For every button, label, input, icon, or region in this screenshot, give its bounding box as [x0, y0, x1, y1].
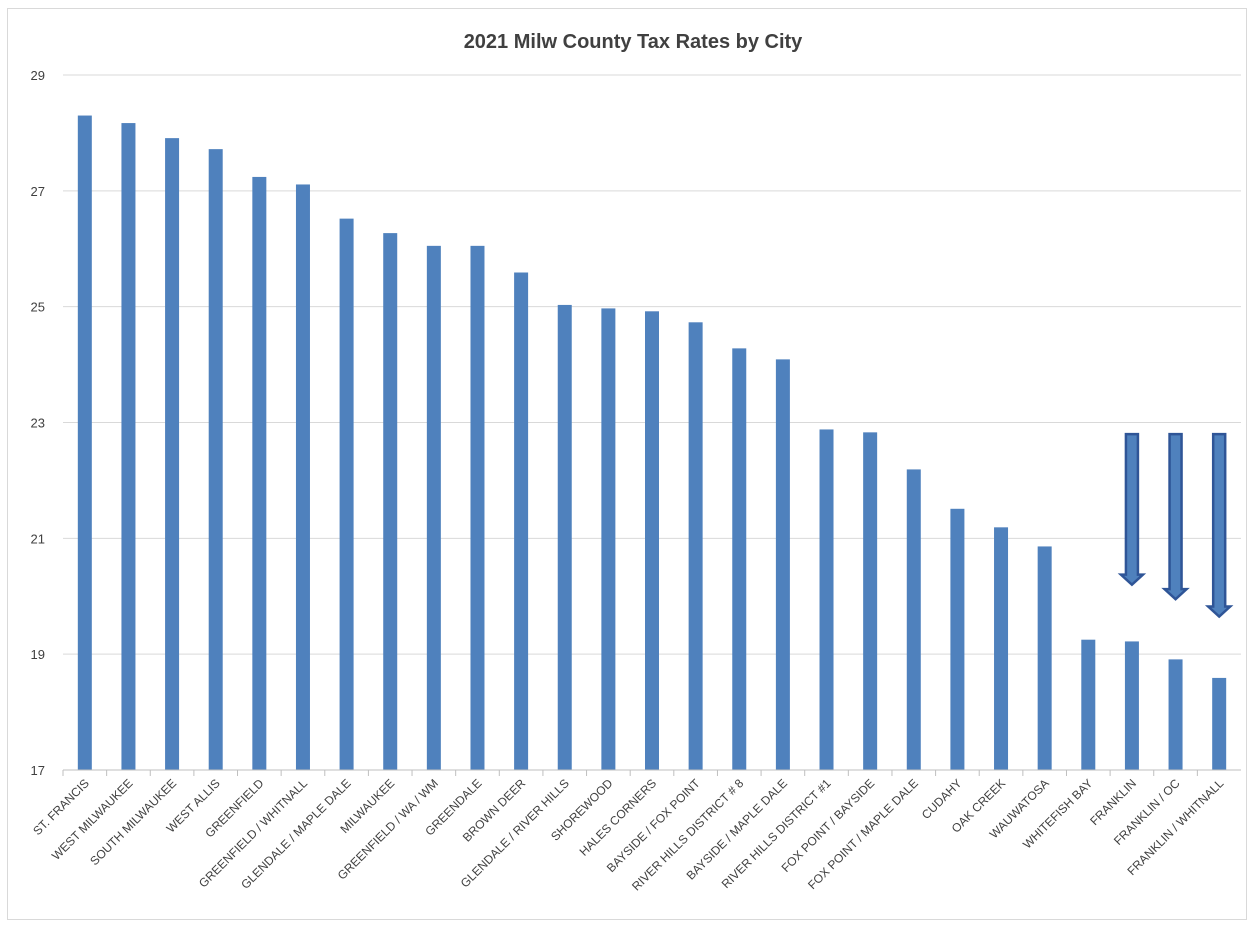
- bar: [470, 245, 485, 770]
- bar: [426, 245, 441, 770]
- bar: [557, 304, 572, 770]
- bar: [165, 138, 180, 771]
- y-tick-label: 19: [31, 647, 45, 662]
- y-tick-label: 21: [31, 531, 45, 546]
- y-tick-label: 23: [31, 416, 45, 431]
- y-axis-tick-labels: 17 19 21 23 25 27 29: [31, 68, 45, 778]
- bar: [950, 508, 965, 770]
- down-arrow-icon: [1204, 432, 1234, 619]
- bar: [208, 149, 223, 771]
- bar: [339, 218, 354, 771]
- x-tick-label: HALES CORNERS: [577, 776, 660, 859]
- bar: [121, 123, 136, 771]
- x-tick-label: SOUTH MILWAUKEE: [87, 776, 179, 868]
- y-tick-label: 29: [31, 68, 45, 83]
- down-arrow-icon: [1161, 432, 1190, 601]
- bar: [77, 115, 92, 770]
- bar: [906, 469, 921, 770]
- down-arrow-icon: [1117, 432, 1147, 587]
- bars: [77, 115, 1227, 771]
- y-tick-label: 25: [31, 300, 45, 315]
- bar: [252, 176, 267, 770]
- y-tick-label: 27: [31, 184, 45, 199]
- bar: [863, 432, 878, 770]
- bar: [1212, 677, 1227, 770]
- bar: [383, 233, 398, 771]
- bar: [819, 429, 834, 770]
- y-tick-label: 17: [31, 763, 45, 778]
- bar: [775, 359, 790, 770]
- bar: [994, 527, 1009, 770]
- bar: [601, 308, 616, 770]
- bar: [1124, 641, 1139, 770]
- bar: [732, 348, 747, 770]
- bar: [1037, 546, 1052, 770]
- bar: [688, 322, 703, 770]
- bar: [1081, 639, 1096, 770]
- x-axis: [62, 769, 1241, 776]
- chart-title: 2021 Milw County Tax Rates by City: [464, 31, 803, 53]
- x-tick-label: WEST MILWAUKEE: [49, 776, 136, 863]
- annotation-arrows: [1117, 432, 1234, 619]
- bar: [1168, 659, 1183, 770]
- x-tick-label: CUDAHY: [919, 776, 965, 822]
- bar: [295, 184, 310, 770]
- bar: [514, 272, 529, 770]
- bar: [645, 311, 659, 770]
